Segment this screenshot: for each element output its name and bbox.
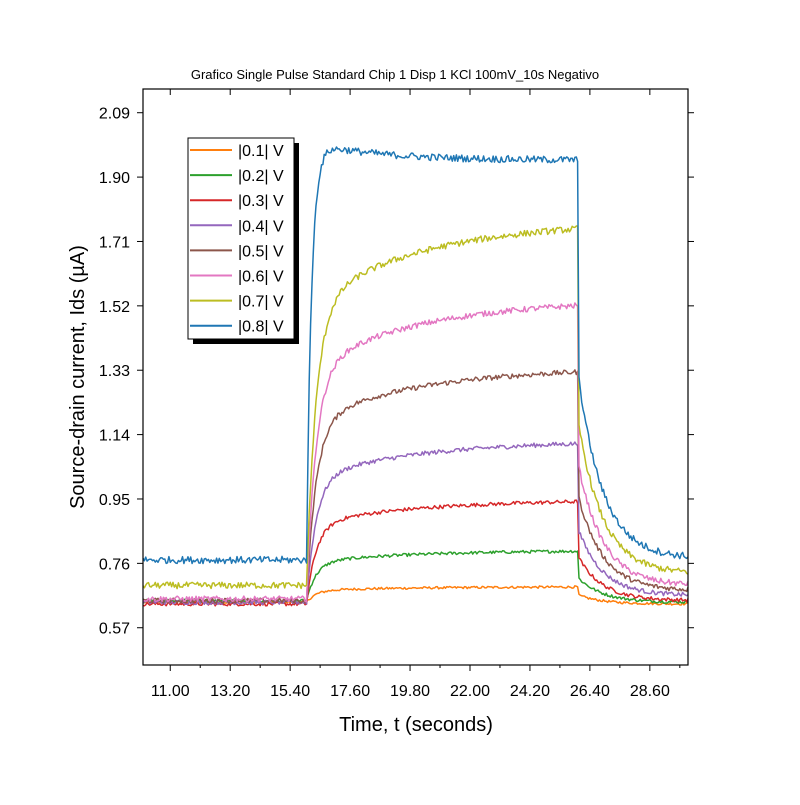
series-line — [142, 549, 689, 604]
x-tick-label: 17.60 — [330, 683, 370, 700]
y-tick-label: 2.09 — [99, 106, 130, 123]
legend-label: |0.6| V — [238, 269, 284, 286]
y-tick-label: 0.57 — [99, 621, 130, 638]
legend-label: |0.1| V — [238, 143, 284, 160]
series-line — [142, 441, 689, 606]
y-axis-title: Source-drain current, Ids (µA) — [67, 245, 89, 509]
x-tick-label: 15.40 — [270, 683, 310, 700]
legend: |0.1| V |0.2| V |0.3| V |0.4| V |0.5| V |0.6|… — [187, 137, 299, 344]
series-line — [142, 225, 689, 590]
x-tick-label: 24.20 — [510, 683, 550, 700]
x-axis-title: Time, t (seconds) — [339, 714, 493, 736]
x-tick-label: 11.00 — [151, 683, 190, 700]
y-tick-label: 0.95 — [99, 492, 130, 509]
x-tick-label: 26.40 — [570, 683, 610, 700]
y-tick-label: 1.52 — [99, 299, 130, 316]
legend-items: |0.1| V |0.2| V |0.3| V |0.4| V |0.5| V |0.6|… — [190, 143, 284, 336]
x-tick-label: 22.00 — [450, 683, 490, 700]
legend-label: |0.5| V — [238, 243, 284, 260]
plot-frame — [142, 88, 689, 666]
legend-label: |0.4| V — [238, 218, 284, 235]
x-tick-label: 28.60 — [630, 683, 670, 700]
chart-title: Grafico Single Pulse Standard Chip 1 Dis… — [191, 67, 599, 82]
y-tick-label: 0.76 — [99, 556, 130, 573]
series-line — [142, 146, 689, 565]
x-tick-label: 13.20 — [210, 683, 250, 700]
series-line — [142, 302, 689, 603]
series-line — [142, 369, 689, 604]
y-tick-label: 1.90 — [99, 170, 130, 187]
y-tick-label: 1.71 — [99, 234, 130, 251]
legend-label: |0.7| V — [238, 294, 284, 311]
legend-label: |0.3| V — [238, 193, 284, 210]
y-tick-label: 1.14 — [99, 428, 130, 445]
legend-box — [187, 137, 295, 340]
x-tick-label: 19.80 — [390, 683, 430, 700]
series-layer — [142, 146, 689, 607]
series-line — [142, 499, 689, 607]
legend-label: |0.2| V — [238, 168, 284, 185]
y-tick-label: 1.33 — [99, 363, 130, 380]
legend-label: |0.8| V — [238, 319, 284, 336]
axis-layer: 11.00 13.20 15.40 17.60 19.80 22.00 24.20 26.40… — [99, 89, 694, 700]
